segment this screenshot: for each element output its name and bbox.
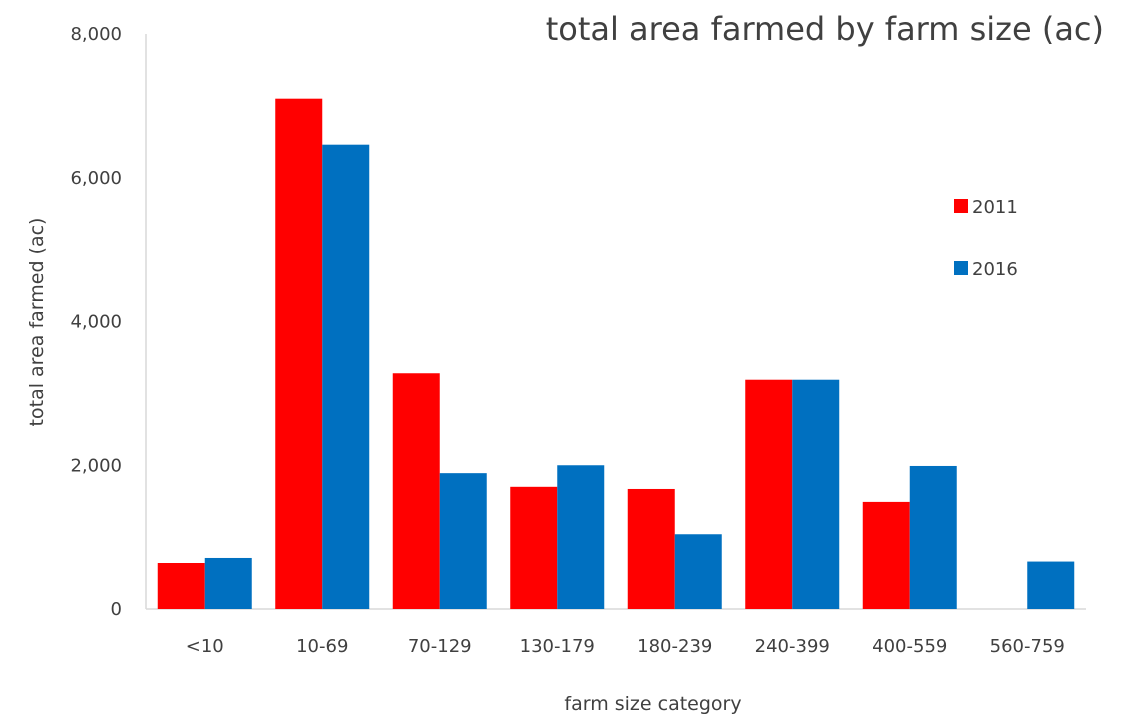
y-tick-label: 8,000	[70, 24, 122, 45]
bar-2016-5	[792, 379, 840, 609]
bar-2011-4	[627, 488, 675, 609]
y-tick-label: 6,000	[70, 168, 122, 189]
bar-2016-7	[1027, 561, 1075, 609]
bar-2016-3	[557, 465, 605, 609]
bar-2011-3	[510, 486, 558, 609]
x-axis-ticks: <10 10-69 70-129 130-179 180-239 240-399 400-5…	[186, 636, 1065, 657]
legend-swatch-2016	[954, 261, 968, 275]
legend-label-2016: 2016	[972, 259, 1018, 280]
y-tick-label: 0	[111, 599, 122, 620]
x-tick-label: <10	[186, 636, 224, 657]
legend-label-2011: 2011	[972, 197, 1018, 218]
bar-2011-0	[157, 563, 205, 609]
x-tick-label: 70-129	[408, 636, 472, 657]
plot-area	[145, 34, 1086, 610]
x-tick-label: 400-559	[872, 636, 947, 657]
bars-group	[157, 98, 1075, 609]
bar-2011-1	[275, 98, 323, 609]
y-axis-ticks: 0 2,000 4,000 6,000 8,000	[70, 24, 122, 620]
bar-2011-6	[862, 501, 910, 609]
legend-item-2011: 2011	[954, 197, 1018, 218]
legend-item-2016: 2016	[954, 259, 1018, 280]
x-tick-label: 560-759	[990, 636, 1065, 657]
bar-2016-6	[909, 465, 957, 609]
x-tick-label: 10-69	[296, 636, 348, 657]
bar-2016-4	[674, 534, 722, 609]
legend: 2011 2016	[954, 197, 1018, 280]
bar-2016-2	[439, 473, 487, 609]
bar-2016-0	[204, 557, 252, 609]
x-tick-label: 240-399	[755, 636, 830, 657]
x-axis-title: farm size category	[564, 693, 741, 715]
bar-2011-5	[745, 379, 793, 609]
y-axis-title: total area farmed (ac)	[26, 218, 48, 427]
y-tick-label: 4,000	[70, 312, 122, 333]
legend-swatch-2011	[954, 199, 968, 213]
bar-2016-1	[322, 144, 370, 609]
y-tick-label: 2,000	[70, 455, 122, 476]
x-tick-label: 180-239	[637, 636, 712, 657]
x-tick-label: 130-179	[520, 636, 595, 657]
bar-2011-2	[392, 373, 440, 609]
chart-title: total area farmed by farm size (ac)	[546, 10, 1104, 48]
